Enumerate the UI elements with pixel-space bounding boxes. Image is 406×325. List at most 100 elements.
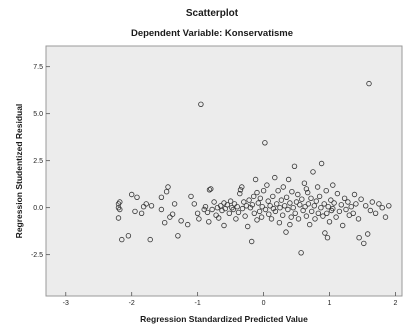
scatter-point — [204, 209, 211, 216]
scatter-point — [288, 214, 294, 220]
scatter-point — [119, 236, 125, 243]
scatter-point — [379, 204, 385, 211]
scatter-point — [227, 198, 234, 204]
scatter-point — [314, 184, 321, 190]
scatter-point — [211, 199, 217, 205]
scatter-point — [196, 216, 202, 222]
scatter-point — [305, 201, 312, 207]
scatter-point — [117, 206, 123, 213]
scatter-point — [201, 206, 207, 213]
scatter-point — [194, 210, 201, 216]
scatter-point — [237, 187, 244, 193]
scatter-point — [287, 200, 293, 206]
scatter-point — [262, 206, 269, 213]
scatter-point — [323, 187, 329, 194]
scatter-point — [215, 215, 222, 221]
scatter-point — [239, 205, 246, 212]
scatter-point — [358, 196, 364, 202]
scatter-point — [148, 203, 155, 209]
scatter-point — [277, 204, 283, 211]
y-axis-label: Regression Studentized Residual — [14, 104, 24, 239]
scatter-point — [295, 191, 301, 198]
scatter-point — [147, 236, 153, 243]
scatter-point — [208, 186, 214, 192]
scatter-point — [365, 231, 371, 237]
scatter-point — [311, 203, 317, 209]
scatter-point — [258, 214, 265, 220]
scatter-point — [235, 209, 242, 216]
scatter-point — [313, 198, 319, 204]
axis-ticks: -3 -2 -1 0 1 2 -2.5 0.0 2.5 5.0 7.5 — [31, 64, 398, 307]
scatter-point — [274, 201, 280, 207]
scatter-point — [115, 215, 122, 221]
scatter-point — [230, 206, 236, 213]
scatter-point — [163, 188, 170, 195]
scatter-point — [246, 197, 252, 203]
scatter-point — [188, 193, 194, 200]
scatter-point — [209, 206, 215, 213]
scatter-point — [257, 195, 263, 201]
scatter-point — [138, 210, 145, 216]
scatter-point — [345, 199, 351, 205]
scatter-point — [367, 207, 374, 214]
scatter-point — [233, 216, 239, 222]
scatter-point — [326, 219, 333, 225]
scatter-point — [303, 186, 310, 192]
scatter-point — [217, 203, 224, 209]
scatter-point — [221, 222, 227, 229]
scatter-point — [318, 160, 325, 167]
scatter-point — [301, 180, 308, 186]
plot-area — [45, 45, 403, 297]
scatter-point — [169, 211, 176, 217]
scatter-point — [241, 199, 247, 205]
scatter-point — [295, 216, 302, 222]
scatter-point — [318, 204, 324, 211]
scatter-point — [350, 210, 356, 216]
scatter-point — [282, 203, 288, 209]
scatter-point — [297, 202, 303, 208]
scatter-point — [343, 206, 349, 213]
scatter-point — [320, 213, 326, 219]
scatter-point — [255, 200, 261, 206]
scatter-point — [206, 219, 212, 225]
scatter-point — [324, 210, 330, 216]
scatter-point — [237, 190, 243, 197]
scatter-point — [333, 214, 339, 220]
scatter-point — [128, 191, 135, 198]
x-tick-label: 0 — [262, 300, 266, 307]
scatter-point — [252, 176, 259, 183]
scatter-point — [324, 234, 331, 241]
scatter-point — [310, 169, 316, 175]
scatter-point — [184, 221, 191, 228]
scatter-point — [280, 184, 286, 190]
y-tick-label: 7.5 — [33, 64, 43, 71]
scatter-point — [290, 204, 296, 211]
scatter-point — [161, 219, 168, 226]
scatter-point — [292, 210, 298, 216]
scatter-point — [239, 184, 245, 190]
scatter-point — [336, 208, 343, 215]
y-tick-label: -2.5 — [31, 252, 43, 259]
scatter-point — [307, 221, 313, 228]
scatter-point — [356, 234, 362, 241]
scatter-point — [254, 189, 260, 196]
chart-title: Scatterplot — [186, 8, 239, 19]
scatter-point — [309, 208, 315, 215]
x-tick-label: -2 — [129, 300, 135, 307]
x-tick-label: 2 — [393, 300, 397, 307]
scatter-point — [386, 203, 392, 209]
scatter-point — [308, 195, 314, 201]
scatter-point — [298, 250, 304, 256]
scatter-point — [361, 240, 367, 247]
scatter-point — [322, 230, 328, 236]
scatter-point — [331, 200, 337, 206]
scatter-point — [167, 214, 173, 220]
y-tick-label: 5.0 — [33, 111, 43, 118]
scatter-point — [316, 193, 323, 200]
scatter-point — [231, 201, 238, 207]
scatter-point — [250, 193, 257, 200]
scatter-point — [242, 213, 248, 219]
scatter-point — [283, 229, 289, 235]
y-tick-label: 0.0 — [33, 205, 43, 212]
